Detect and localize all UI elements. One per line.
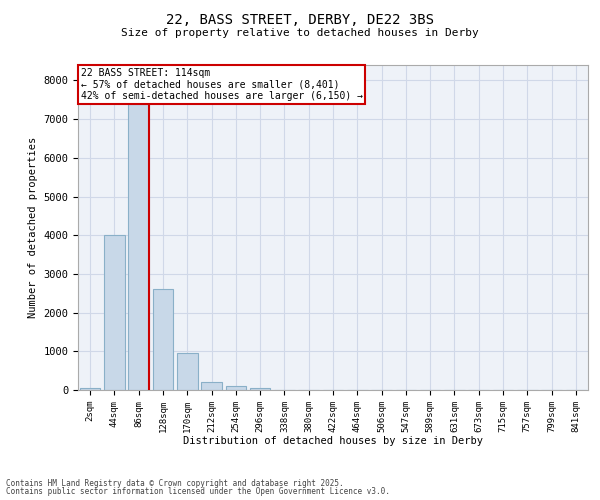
Text: 22 BASS STREET: 114sqm
← 57% of detached houses are smaller (8,401)
42% of semi-: 22 BASS STREET: 114sqm ← 57% of detached… <box>80 68 362 102</box>
Bar <box>226 386 246 390</box>
Bar <box>201 382 222 390</box>
Bar <box>128 104 149 390</box>
Bar <box>177 353 197 390</box>
Bar <box>80 388 100 390</box>
Text: Size of property relative to detached houses in Derby: Size of property relative to detached ho… <box>121 28 479 38</box>
Text: Contains HM Land Registry data © Crown copyright and database right 2025.: Contains HM Land Registry data © Crown c… <box>6 478 344 488</box>
Text: Contains public sector information licensed under the Open Government Licence v3: Contains public sector information licen… <box>6 487 390 496</box>
Bar <box>250 388 271 390</box>
Text: 22, BASS STREET, DERBY, DE22 3BS: 22, BASS STREET, DERBY, DE22 3BS <box>166 12 434 26</box>
Bar <box>104 235 125 390</box>
X-axis label: Distribution of detached houses by size in Derby: Distribution of detached houses by size … <box>183 436 483 446</box>
Bar <box>152 290 173 390</box>
Y-axis label: Number of detached properties: Number of detached properties <box>28 137 38 318</box>
